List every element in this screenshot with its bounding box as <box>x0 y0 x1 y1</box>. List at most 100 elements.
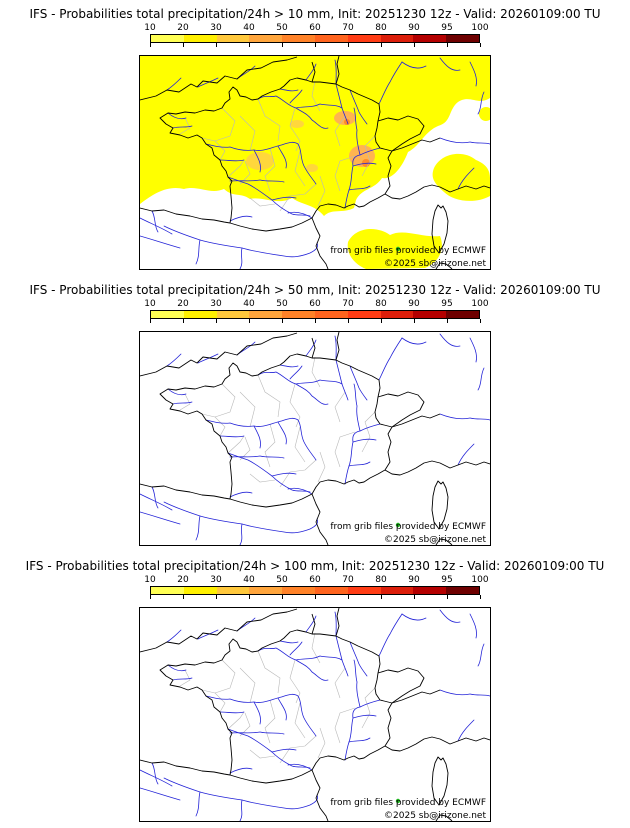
colorbar-tick-mark <box>150 595 151 599</box>
colorbar-tick-label: 50 <box>276 23 288 33</box>
colorbar-tick-label: 90 <box>408 575 420 585</box>
colorbar-tick-label: 50 <box>276 299 288 309</box>
colorbar-tick-label: 60 <box>309 299 321 309</box>
colorbar-tick-mark <box>414 319 415 323</box>
colorbar-tick-label: 20 <box>177 575 189 585</box>
colorbar-tick-label: 90 <box>408 299 420 309</box>
colorbar-tick-label: 50 <box>276 575 288 585</box>
green-marker-dot <box>395 246 401 252</box>
colorbar-segment <box>249 35 283 42</box>
colorbar-segment <box>446 35 479 42</box>
attribution-ecmwf: from grib files provided by ECMWF <box>330 522 486 532</box>
colorbar-tick-mark <box>480 595 481 599</box>
colorbar-segment <box>413 311 447 318</box>
probability-colorbar-100mm: 10 20 30 40 50 60 70 80 90 95 100 <box>144 575 489 599</box>
colorbar-tick-mark <box>447 43 448 47</box>
colorbar-labels: 10 20 30 40 50 60 70 80 90 95 100 <box>144 575 488 586</box>
colorbar-tick-mark <box>447 319 448 323</box>
colorbar-tick-label: 40 <box>243 299 255 309</box>
colorbar-tick-label: 20 <box>177 23 189 33</box>
attribution-copyright: ©2025 sb@irizone.net <box>384 811 486 821</box>
colorbar-tick-mark <box>381 319 382 323</box>
coastlines-borders-layer <box>140 332 490 545</box>
colorbar-tick-mark <box>216 595 217 599</box>
colorbar-segment <box>380 35 414 42</box>
colorbar-tick-label: 60 <box>309 23 321 33</box>
colorbar-segment <box>380 311 414 318</box>
colorbar-tick-label: 80 <box>375 23 387 33</box>
colorbar-tick-mark <box>447 595 448 599</box>
colorbar-tick-mark <box>216 319 217 323</box>
panel-title-50mm: IFS - Probabilities total precipitation/… <box>29 283 601 297</box>
colorbar-tick-label: 100 <box>471 23 489 33</box>
colorbar-labels: 10 20 30 40 50 60 70 80 90 95 100 <box>144 299 488 310</box>
colorbar-segment <box>446 311 479 318</box>
colorbar-tick-mark <box>282 319 283 323</box>
colorbar-segment <box>380 587 414 594</box>
colorbar <box>150 34 480 43</box>
colorbar-segment <box>151 587 184 594</box>
attribution-ecmwf: from grib files provided by ECMWF <box>330 798 486 808</box>
map-100mm: from grib files provided by ECMWF ©2025 s… <box>139 607 491 822</box>
colorbar <box>150 310 480 319</box>
colorbar-labels: 10 20 30 40 50 60 70 80 90 95 100 <box>144 23 488 34</box>
colorbar-segment <box>347 35 381 42</box>
colorbar-segment <box>282 587 315 594</box>
colorbar-segment <box>151 35 184 42</box>
colorbar-tick-mark <box>150 43 151 47</box>
colorbar-segment <box>282 35 315 42</box>
colorbar-tick-label: 10 <box>144 575 156 585</box>
colorbar-tick-mark <box>480 319 481 323</box>
colorbar-segment <box>183 311 217 318</box>
colorbar-ticks <box>150 319 481 323</box>
colorbar-segment <box>446 587 479 594</box>
colorbar <box>150 586 480 595</box>
colorbar-tick-mark <box>282 595 283 599</box>
colorbar-tick-label: 70 <box>342 299 354 309</box>
colorbar-tick-mark <box>381 595 382 599</box>
colorbar-tick-label: 100 <box>471 575 489 585</box>
colorbar-segment <box>413 587 447 594</box>
colorbar-segment <box>314 35 348 42</box>
colorbar-tick-mark <box>249 43 250 47</box>
colorbar-tick-mark <box>216 43 217 47</box>
colorbar-ticks <box>150 43 481 47</box>
colorbar-tick-label: 10 <box>144 23 156 33</box>
panel-title-10mm: IFS - Probabilities total precipitation/… <box>29 7 601 21</box>
colorbar-tick-mark <box>282 43 283 47</box>
colorbar-tick-mark <box>183 43 184 47</box>
green-marker-dot <box>395 798 401 804</box>
colorbar-tick-mark <box>315 595 316 599</box>
colorbar-segment <box>216 587 250 594</box>
colorbar-ticks <box>150 595 481 599</box>
colorbar-tick-mark <box>249 595 250 599</box>
colorbar-tick-label: 80 <box>375 299 387 309</box>
colorbar-tick-label: 10 <box>144 299 156 309</box>
colorbar-segment <box>347 587 381 594</box>
colorbar-segment <box>347 311 381 318</box>
colorbar-tick-mark <box>348 595 349 599</box>
colorbar-segment <box>249 311 283 318</box>
probability-colorbar-10mm: 10 20 30 40 50 60 70 80 90 95 100 <box>144 23 489 47</box>
colorbar-tick-mark <box>150 319 151 323</box>
colorbar-tick-mark <box>249 319 250 323</box>
panel-title-100mm: IFS - Probabilities total precipitation/… <box>25 559 605 573</box>
colorbar-tick-mark <box>315 43 316 47</box>
colorbar-tick-label: 70 <box>342 575 354 585</box>
colorbar-tick-mark <box>348 43 349 47</box>
colorbar-tick-label: 70 <box>342 23 354 33</box>
map-10mm: from grib files provided by ECMWF ©2025 s… <box>139 55 491 270</box>
colorbar-tick-label: 30 <box>210 575 222 585</box>
green-marker-dot <box>395 522 401 528</box>
coastlines-borders-layer <box>140 56 490 269</box>
colorbar-segment <box>151 311 184 318</box>
attribution-copyright: ©2025 sb@irizone.net <box>384 259 486 269</box>
colorbar-tick-label: 80 <box>375 575 387 585</box>
colorbar-tick-label: 30 <box>210 23 222 33</box>
map-svg: from grib files provided by ECMWF ©2025 s… <box>139 607 491 822</box>
rivers-layer <box>140 609 490 821</box>
colorbar-segment <box>183 35 217 42</box>
panel-50mm: IFS - Probabilities total precipitation/… <box>0 276 630 552</box>
attribution-copyright: ©2025 sb@irizone.net <box>384 535 486 545</box>
colorbar-tick-label: 100 <box>471 299 489 309</box>
